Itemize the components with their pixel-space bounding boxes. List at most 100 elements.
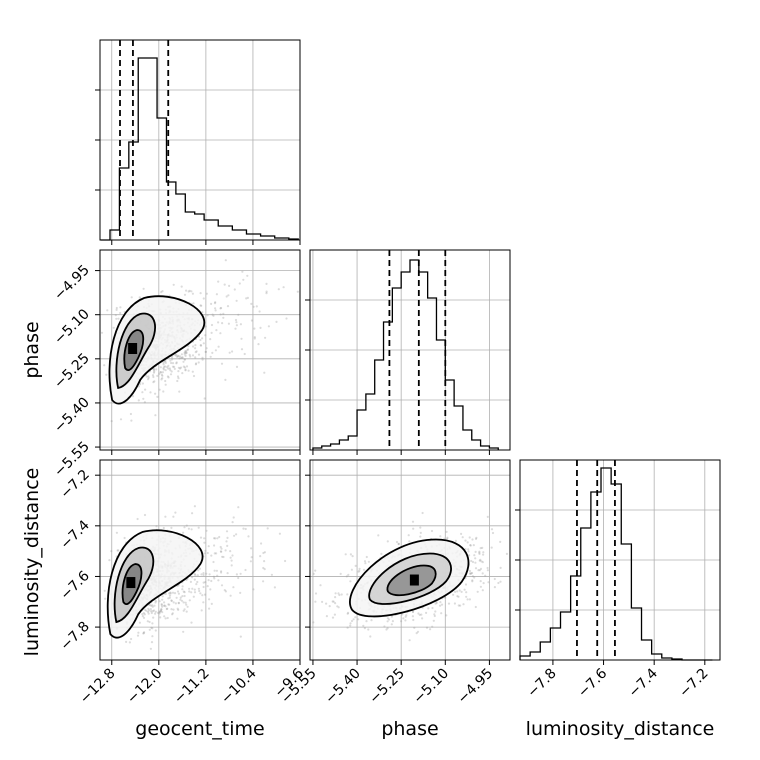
scatter-point (160, 378, 163, 381)
scatter-point (201, 337, 204, 340)
x-tick-label: −12.0 (124, 666, 166, 708)
scatter-point (482, 553, 485, 556)
scatter-point (273, 586, 276, 589)
scatter-point (153, 370, 156, 373)
scatter-point (150, 610, 153, 613)
scatter-point (162, 367, 165, 370)
scatter-point (380, 552, 383, 556)
scatter-point (184, 354, 187, 357)
scatter-point (190, 290, 193, 293)
scatter-point (454, 590, 457, 594)
scatter-point (112, 326, 115, 329)
scatter-point (218, 535, 221, 539)
scatter-point (203, 397, 206, 400)
scatter-point (185, 610, 188, 613)
scatter-point (137, 631, 140, 634)
scatter-point (142, 632, 145, 635)
marks-layer (100, 40, 713, 661)
scatter-point (136, 517, 139, 521)
scatter-point (220, 570, 223, 573)
scatter-point (386, 617, 389, 620)
scatter-point (202, 573, 205, 577)
scatter-point (103, 589, 106, 592)
scatter-point (471, 580, 474, 583)
scatter-point (413, 626, 416, 629)
scatter-point (233, 288, 236, 291)
density-peak (126, 577, 136, 589)
scatter-point (151, 605, 154, 608)
scatter-point (479, 585, 482, 588)
scatter-point (454, 539, 457, 543)
scatter-point (214, 309, 217, 312)
scatter-point (400, 620, 403, 623)
scatter-point (181, 585, 184, 588)
scatter-point (474, 561, 477, 564)
scatter-point (230, 559, 233, 562)
scatter-point (177, 377, 180, 380)
scatter-point (152, 616, 155, 619)
scatter-point (141, 382, 144, 385)
scatter-point (159, 371, 162, 374)
x-tick-label: −7.2 (676, 666, 711, 701)
scatter-point (175, 353, 178, 356)
scatter-point (258, 310, 261, 313)
scatter-point (468, 598, 471, 601)
scatter-point (154, 629, 157, 632)
scatter-point (168, 603, 171, 606)
scatter-point (206, 551, 209, 555)
y-tick-label: −7.8 (57, 619, 92, 654)
scatter-point (468, 536, 471, 539)
scatter-point (115, 306, 118, 310)
scatter-point (425, 626, 429, 629)
scatter-point (194, 351, 197, 354)
scatter-point (163, 601, 166, 604)
scatter-point (435, 601, 438, 605)
scatter-point (219, 313, 222, 316)
scatter-point (183, 526, 186, 529)
scatter-point (179, 356, 183, 359)
scatter-point (440, 612, 443, 615)
scatter-point (182, 590, 185, 593)
scatter-point (154, 392, 157, 395)
scatter-point (128, 641, 131, 644)
scatter-point (167, 603, 170, 606)
x-tick-label: −10.4 (218, 665, 260, 707)
scatter-point (147, 609, 151, 612)
scatter-point (275, 320, 278, 323)
scatter-point (265, 292, 268, 295)
scatter-point (149, 608, 152, 611)
scatter-point (159, 371, 162, 374)
scatter-point (479, 580, 482, 583)
scatter-point (362, 568, 366, 571)
scatter-point (250, 302, 253, 305)
scatter-point (242, 527, 245, 530)
scatter-point (178, 367, 182, 370)
scatter-point (187, 369, 190, 372)
scatter-point (411, 610, 415, 613)
scatter-point (467, 550, 470, 553)
scatter-point (354, 616, 357, 619)
scatter-point (193, 588, 196, 591)
scatter-point (163, 615, 166, 618)
scatter-point (172, 515, 175, 518)
scatter-point (191, 354, 195, 357)
x-tick-label: −7.8 (524, 666, 559, 701)
scatter-point (188, 289, 191, 292)
scatter-point (222, 316, 225, 319)
scatter-point (161, 611, 164, 614)
scatter-point (461, 536, 464, 539)
scatter-point (183, 358, 186, 361)
scatter-point (217, 345, 220, 348)
scatter-point (110, 420, 113, 423)
scatter-point (214, 537, 217, 540)
scatter-point (152, 609, 156, 612)
scatter-point (200, 304, 203, 307)
scatter-point (199, 338, 202, 342)
scatter-point (244, 568, 247, 572)
panel-2d-geocent_time-vs-phase (99, 249, 301, 451)
scatter-point (334, 596, 337, 599)
scatter-point (228, 284, 231, 287)
scatter-point (349, 622, 352, 625)
scatter-point (220, 584, 224, 587)
scatter-point (141, 615, 144, 618)
